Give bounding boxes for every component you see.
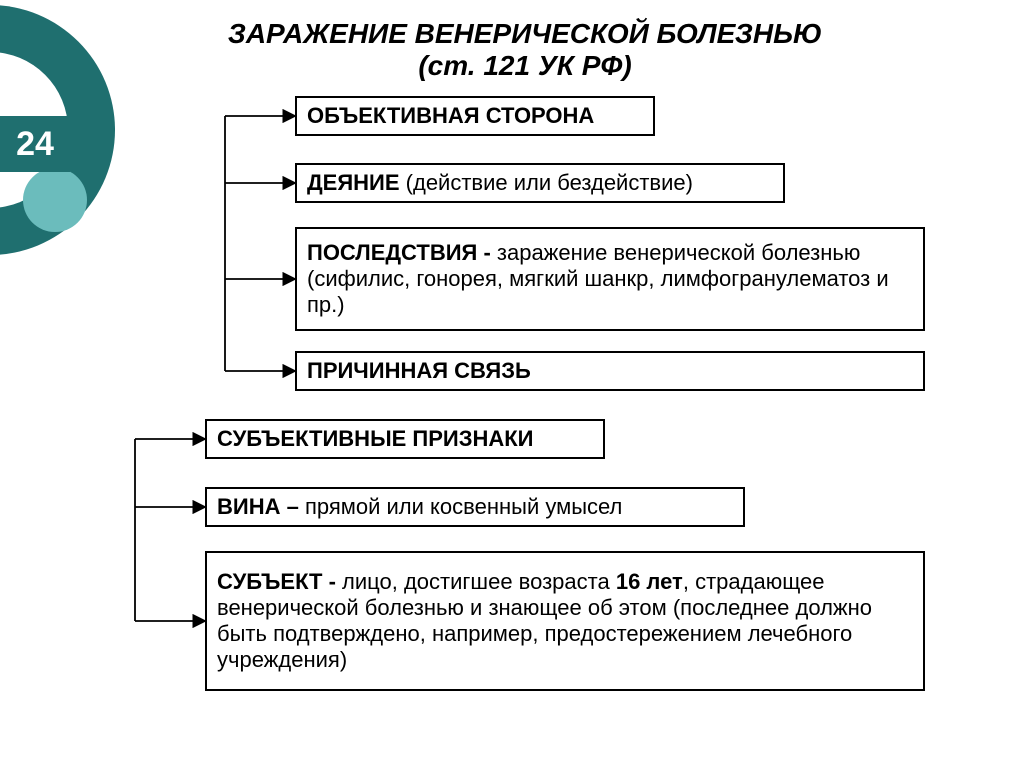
slide-title: ЗАРАЖЕНИЕ ВЕНЕРИЧЕСКОЙ БОЛЕЗНЬЮ (ст. 121… (155, 18, 895, 82)
box-subyekt: СУБЪЕКТ - лицо, достигшее возраста 16 ле… (205, 551, 925, 691)
box-vina: ВИНА – прямой или косвенный умысел (205, 487, 745, 527)
title-line2: (ст. 121 УК РФ) (418, 50, 631, 81)
box-subj-priznaki: СУБЪЕКТИВНЫЕ ПРИЗНАКИ (205, 419, 605, 459)
box-posledstviya: ПОСЛЕДСТВИЯ - заражение венерической бол… (295, 227, 925, 331)
slide-number: 24 (16, 125, 54, 164)
box-prichinnaya: ПРИЧИННАЯ СВЯЗЬ (295, 351, 925, 391)
slide-number-badge: 24 (0, 116, 70, 172)
box-obj-side: ОБЪЕКТИВНАЯ СТОРОНА (295, 96, 655, 136)
box-deyanie: ДЕЯНИЕ (действие или бездействие) (295, 163, 785, 203)
title-line1: ЗАРАЖЕНИЕ ВЕНЕРИЧЕСКОЙ БОЛЕЗНЬЮ (228, 18, 822, 49)
